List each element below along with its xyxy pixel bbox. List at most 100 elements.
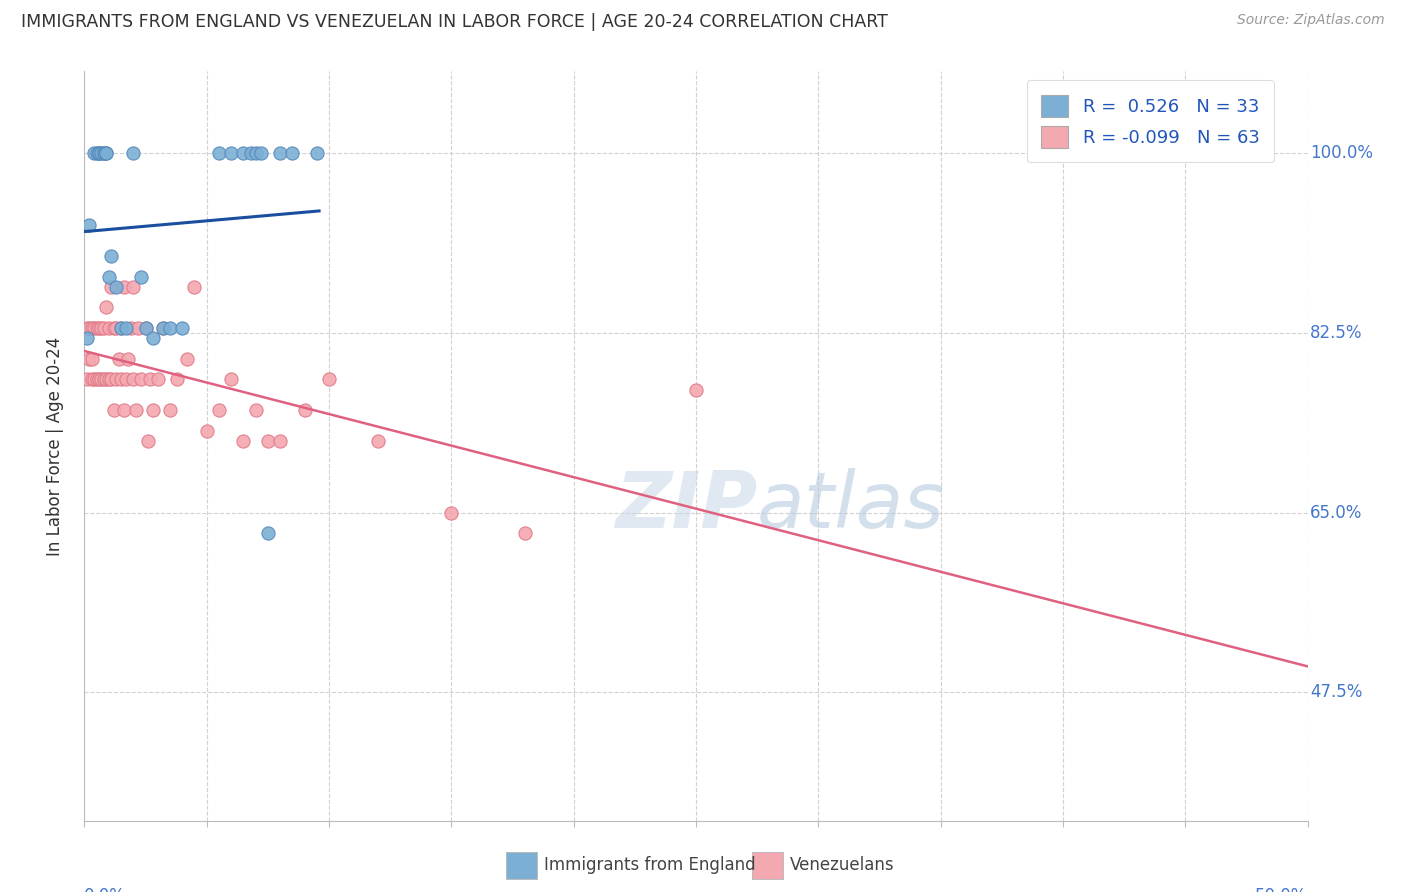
Point [96,146,118,161]
Text: 50.0%: 50.0% [1256,888,1308,892]
Point [117,351,139,366]
Text: IMMIGRANTS FROM ENGLAND VS VENEZUELAN IN LABOR FORCE | AGE 20-24 CORRELATION CHA: IMMIGRANTS FROM ENGLAND VS VENEZUELAN IN… [21,13,889,31]
Point [87,146,110,161]
Text: Immigrants from England: Immigrants from England [544,856,756,874]
Point [86,146,108,161]
Point [685,383,707,397]
Point [135,321,157,335]
Point [90,372,112,386]
Point [76,331,98,345]
Point [208,146,231,161]
Point [219,372,242,386]
Point [112,280,135,294]
Point [159,321,181,335]
Point [103,403,125,417]
Point [76,372,98,386]
Point [87,146,110,161]
Point [97,321,120,335]
Point [80,351,103,366]
Point [110,372,132,386]
Point [87,372,110,386]
Point [93,321,115,335]
Point [115,372,138,386]
Point [83,321,105,335]
Text: 82.5%: 82.5% [1310,324,1362,343]
Point [93,372,115,386]
Point [97,269,120,284]
Point [142,403,165,417]
Point [166,372,188,386]
Point [77,321,100,335]
Point [80,372,103,386]
Point [129,269,152,284]
Text: Venezuelans: Venezuelans [790,856,894,874]
Point [146,372,169,386]
Point [90,321,112,335]
Point [96,301,118,315]
Point [122,280,145,294]
Point [122,146,145,161]
Point [122,372,145,386]
Point [80,321,103,335]
Point [245,403,267,417]
Point [129,372,152,386]
Point [257,526,280,541]
Point [127,321,149,335]
Point [103,321,125,335]
Point [152,321,174,335]
Point [245,146,267,161]
Point [86,372,108,386]
Point [105,321,128,335]
Point [294,403,316,417]
Point [219,146,242,161]
Point [93,146,115,161]
Point [107,351,129,366]
Point [139,372,162,386]
Point [87,321,110,335]
Point [96,372,118,386]
Point [120,321,142,335]
Text: 0.0%: 0.0% [84,888,127,892]
Point [96,146,118,161]
Point [105,280,128,294]
Point [105,372,128,386]
Point [183,280,205,294]
Point [269,146,291,161]
Point [176,351,198,366]
Point [77,351,100,366]
Text: atlas: atlas [758,468,945,544]
Point [76,321,98,335]
Point [239,146,262,161]
Point [86,321,108,335]
Point [90,146,112,161]
Point [142,331,165,345]
Point [125,403,148,417]
Point [100,372,122,386]
Point [257,434,280,448]
Text: 100.0%: 100.0% [1310,145,1374,162]
Y-axis label: In Labor Force | Age 20-24: In Labor Force | Age 20-24 [45,336,63,556]
Text: Source: ZipAtlas.com: Source: ZipAtlas.com [1237,13,1385,28]
Point [115,321,138,335]
Point [195,424,218,438]
Point [159,403,181,417]
Point [110,321,132,335]
Point [136,434,159,448]
Point [281,146,304,161]
Point [100,249,122,263]
Text: ZIP: ZIP [614,468,758,544]
Point [97,372,120,386]
Point [249,146,271,161]
Point [93,146,115,161]
Point [269,434,291,448]
Point [152,321,174,335]
Point [110,321,132,335]
Point [232,434,254,448]
Legend: R =  0.526   N = 33, R = -0.099   N = 63: R = 0.526 N = 33, R = -0.099 N = 63 [1026,80,1274,162]
Point [112,403,135,417]
Point [232,146,254,161]
Point [305,146,328,161]
Point [135,321,157,335]
Point [83,146,105,161]
Point [77,219,100,233]
